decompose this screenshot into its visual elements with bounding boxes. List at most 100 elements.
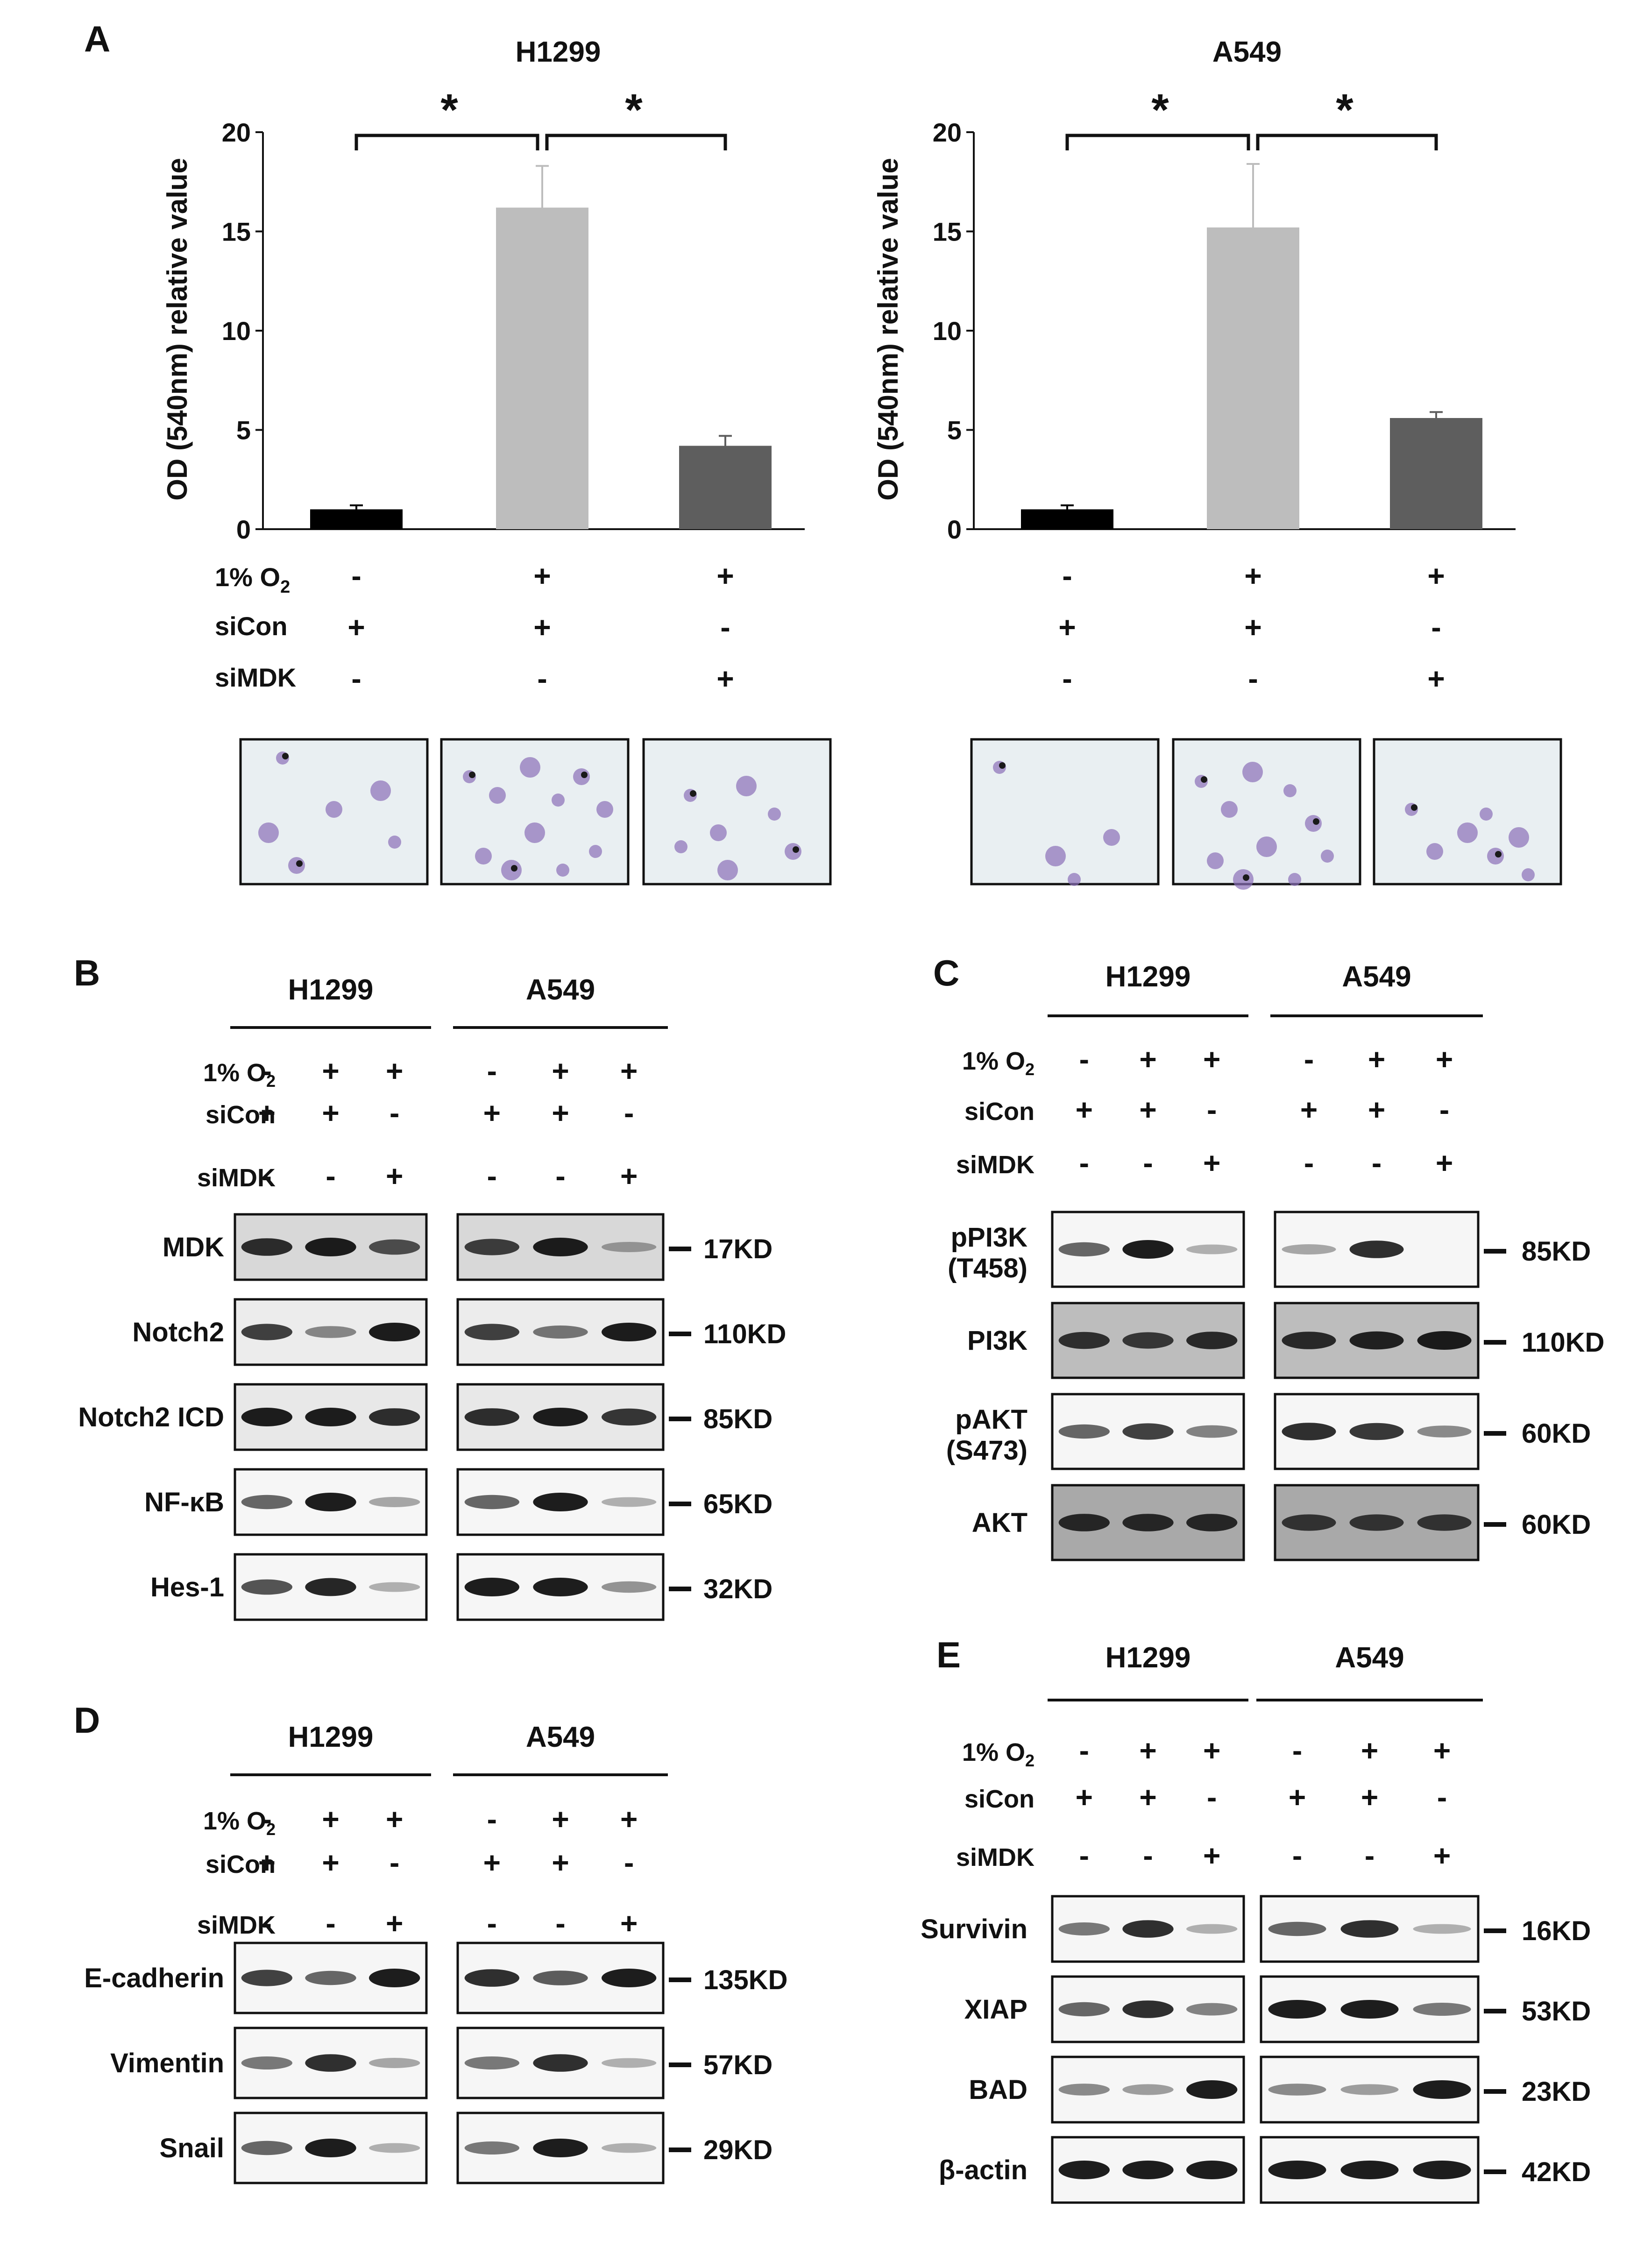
size-marker-label: 42KD (1522, 2157, 1591, 2187)
bar-chart-h1299: 0 5 10 15 20 * * (222, 85, 805, 544)
condition-sign: - (1143, 1839, 1153, 1872)
significance-star: * (625, 85, 643, 135)
blot-band (1282, 1514, 1336, 1531)
condition-sign: + (620, 1907, 638, 1940)
condition-sign: - (555, 1907, 565, 1940)
size-marker-label: 85KD (1522, 1236, 1591, 1267)
condition-sign: - (624, 1096, 634, 1130)
blot-band (369, 1969, 420, 1987)
cell-dot (524, 822, 545, 843)
blot-band (1186, 1332, 1238, 1349)
size-marker-label: 17KD (703, 1234, 772, 1264)
blot-band (464, 2141, 519, 2155)
blot-band (602, 1497, 657, 1507)
blot-label: Hes-1 (150, 1572, 224, 1602)
blot-band (305, 1326, 356, 1338)
cond-label-simdk: siMDK (197, 1911, 276, 1939)
blot-band (464, 1408, 519, 1426)
cell-dot (288, 857, 305, 874)
blot-label-sub: (S473) (946, 1435, 1028, 1466)
blot-band (369, 1497, 420, 1507)
condition-sign: + (1139, 1093, 1156, 1127)
blot-band (1058, 2161, 1110, 2179)
panel-letter-d: D (74, 1700, 100, 1741)
blot-band (369, 1323, 420, 1341)
size-marker-label: 60KD (1522, 1510, 1591, 1540)
blot-band (1122, 1240, 1174, 1259)
condition-sign: + (620, 1159, 638, 1193)
blot-band (1122, 2000, 1174, 2018)
condition-sign: + (1433, 1839, 1451, 1872)
size-marker-label: 57KD (703, 2050, 772, 2080)
condition-sign: + (1361, 1780, 1378, 1814)
blot-band (1186, 1514, 1238, 1531)
blot-band (1282, 1332, 1336, 1349)
condition-sign: - (1079, 1146, 1089, 1180)
cell-dot (1045, 846, 1066, 866)
size-marker-label: 110KD (703, 1319, 786, 1349)
blot-band (533, 2139, 588, 2157)
condition-sign: + (322, 1096, 339, 1130)
cell-line-header: A549 (526, 974, 595, 1006)
blot-band (1122, 1514, 1174, 1531)
blot-band (1413, 1924, 1471, 1934)
condition-sign: + (1058, 610, 1076, 644)
blot-band (369, 2058, 420, 2068)
panel-letter-e: E (936, 1634, 961, 1675)
blot-band (1186, 2003, 1238, 2016)
condition-sign: + (258, 1846, 276, 1879)
cell-dot (736, 776, 757, 796)
cond-label-o2: 1% O2 (962, 1738, 1035, 1770)
size-marker-label: 60KD (1522, 1418, 1591, 1449)
blot-band (241, 1324, 292, 1340)
blot-label: Survivin (921, 1914, 1028, 1944)
condition-sign: + (1076, 1780, 1093, 1814)
cond-label-o2-text: 1% O (962, 1738, 1025, 1766)
condition-sign: - (1062, 662, 1072, 695)
condition-sign: + (386, 1054, 403, 1088)
condition-sign: - (1207, 1780, 1217, 1814)
micrograph-image (642, 738, 832, 886)
condition-sign: - (1304, 1042, 1314, 1076)
blot-band (305, 2054, 356, 2072)
significance-bracket (1256, 134, 1438, 150)
stained-dot (1411, 804, 1417, 811)
blot-band (533, 2054, 588, 2072)
blot-band (602, 1969, 657, 1987)
significance-bracket (545, 134, 727, 150)
condition-sign: - (390, 1096, 399, 1130)
blot-band (241, 1579, 292, 1595)
cell-dot (501, 860, 522, 880)
blot-box (1274, 1211, 1480, 1288)
condition-sign: - (1437, 1780, 1447, 1814)
panel-e: E H1299 A549 1% O2 siCon siMDK - + + - + + + + - + + - - -… (921, 1634, 1591, 2204)
cell-dot (1103, 829, 1120, 846)
blot-band (602, 1323, 657, 1341)
condition-sign: + (483, 1846, 501, 1879)
condition-sign: + (1436, 1146, 1453, 1180)
blot-label: MDK (163, 1232, 224, 1262)
blot-label: β-actin (939, 2155, 1028, 2185)
cell-line-header: H1299 (1105, 1642, 1191, 1674)
cell-dot (1233, 869, 1254, 890)
bar (1207, 227, 1299, 529)
y-axis-label-h1299: OD (540nm) relative value (162, 158, 193, 501)
blot-label: Notch2 ICD (78, 1402, 224, 1432)
blot-band (464, 1324, 519, 1340)
condition-sign: - (1248, 662, 1258, 695)
condition-sign: - (351, 559, 361, 593)
y-tick-label: 20 (933, 118, 962, 147)
condition-sign: + (1139, 1734, 1156, 1767)
chart-title-a549: A549 (1212, 36, 1282, 68)
significance-star: * (1151, 85, 1169, 135)
blot-band (1186, 2161, 1238, 2179)
blot-label: pAKT (955, 1404, 1028, 1435)
stained-dot (690, 790, 696, 797)
condition-sign: - (1143, 1146, 1153, 1180)
condition-sign: - (487, 1054, 497, 1088)
blot-band (305, 1578, 356, 1596)
blot-band (369, 1408, 420, 1426)
cell-dot (489, 787, 506, 804)
condition-sign: + (1244, 559, 1261, 593)
blot-band (1058, 2084, 1110, 2096)
